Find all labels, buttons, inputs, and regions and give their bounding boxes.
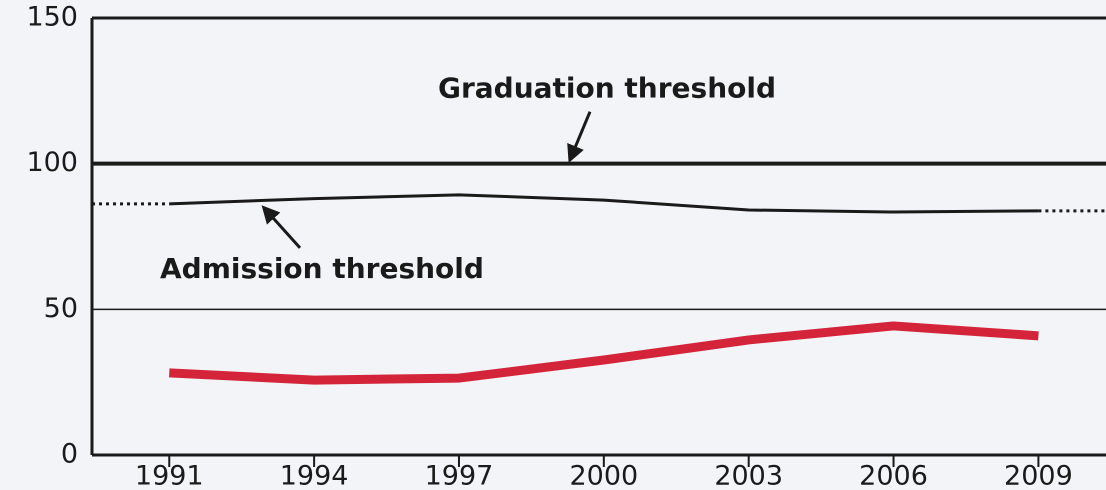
threshold-label: Graduation threshold (438, 72, 776, 105)
x-tick-label: 2006 (859, 461, 928, 490)
x-tick-label: 2000 (569, 461, 638, 490)
x-tick-label: 1991 (135, 461, 204, 490)
data-line (169, 321, 1039, 385)
series-label: Admission threshold (160, 252, 484, 285)
x-tick-label: 2009 (1004, 461, 1073, 490)
y-tick-label: 0 (61, 439, 78, 470)
x-tick-label: 2003 (714, 461, 783, 490)
arrow (567, 111, 592, 163)
arrow (261, 205, 302, 249)
x-tick-label: 1994 (280, 461, 349, 490)
threshold-line (169, 193, 1039, 214)
y-tick-label: 50 (44, 293, 78, 324)
x-tick-label: 1997 (425, 461, 494, 490)
y-tick-label: 100 (26, 147, 78, 178)
y-tick-label: 150 (26, 2, 78, 33)
